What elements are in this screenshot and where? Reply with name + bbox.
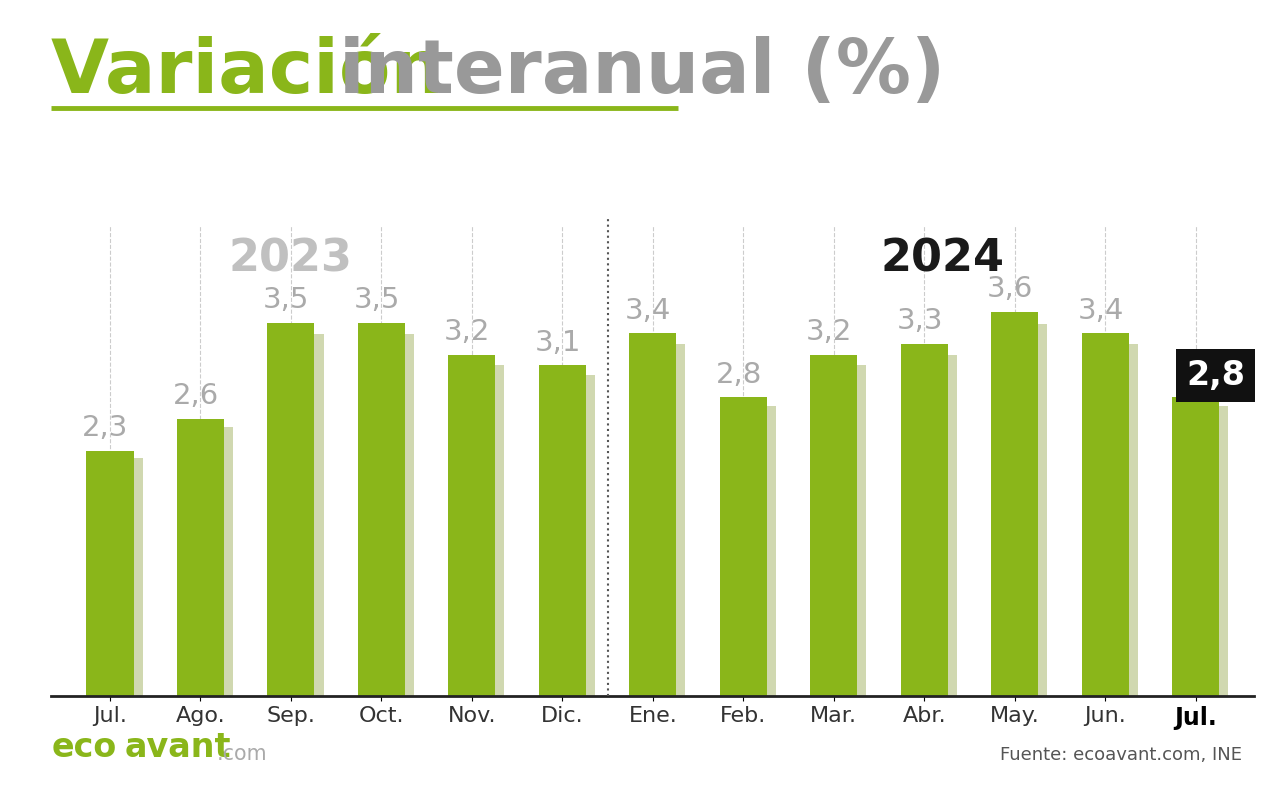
Text: 3,5: 3,5 [264,286,310,314]
Text: 2024: 2024 [881,237,1005,280]
Text: .com: .com [216,744,268,764]
Bar [457,365,504,696]
Bar [1082,334,1129,696]
Text: 2,6: 2,6 [173,382,219,410]
Bar [186,427,233,696]
Bar [719,398,767,696]
Bar [96,458,142,696]
Bar [268,322,315,696]
Text: 2,3: 2,3 [82,414,129,442]
Text: avant: avant [124,731,230,764]
Bar [539,366,586,696]
Bar [548,375,595,696]
Text: 2,8: 2,8 [1187,359,1245,392]
Bar [1000,323,1047,696]
Bar [630,334,676,696]
Bar [819,365,867,696]
Text: Fuente: ecoavant.com, INE: Fuente: ecoavant.com, INE [1000,746,1242,764]
Text: 3,2: 3,2 [806,318,852,346]
Bar [276,334,324,696]
Bar [639,344,685,696]
Bar [1172,398,1219,696]
Text: 3,4: 3,4 [1078,297,1124,325]
Text: 3,3: 3,3 [896,307,943,335]
Text: interanual (%): interanual (%) [339,36,946,109]
Text: 3,1: 3,1 [535,329,581,357]
Bar [367,334,413,696]
Bar [728,406,776,696]
Text: 3,2: 3,2 [444,318,490,346]
Text: 3,5: 3,5 [353,286,401,314]
Bar [87,450,133,696]
Text: Variación: Variación [51,36,470,109]
Bar [910,354,956,696]
Bar [810,354,858,696]
Bar [448,354,495,696]
Text: 3,6: 3,6 [987,275,1033,303]
Bar [177,418,224,696]
Text: 2,8: 2,8 [716,361,762,389]
Bar [1091,344,1138,696]
Bar [901,344,947,696]
Bar [991,312,1038,696]
Bar [1181,406,1229,696]
Text: 3,4: 3,4 [625,297,672,325]
Text: 2023: 2023 [229,237,353,280]
Bar [358,322,404,696]
Text: eco: eco [51,731,116,764]
